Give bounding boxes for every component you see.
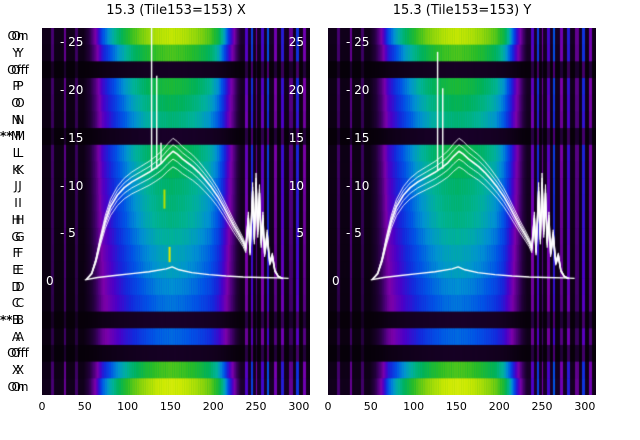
y-tick-label: - 25: [60, 35, 84, 50]
row-labels-right: On Y Off P O N M L K J I H G F E D C B A Off X On: [0, 28, 30, 395]
x-tick-label: 100: [117, 400, 139, 413]
row-label-left: Off: [11, 62, 29, 77]
row-label-right: F: [12, 246, 20, 261]
y-tick-label: 0: [332, 274, 340, 289]
row-label-left: F: [16, 246, 24, 261]
row-label-right: J: [14, 179, 18, 194]
row-label-left: Off: [11, 346, 29, 361]
row-label-left: G: [15, 229, 25, 244]
x-tick-label: 0: [324, 400, 332, 413]
x-tick-label: 250: [245, 400, 267, 413]
x-tick-label: 150: [445, 400, 467, 413]
row-label-right: X: [11, 362, 21, 377]
row-label-left: M: [14, 129, 26, 144]
row-label-right: P: [12, 79, 20, 94]
row-label-right: L: [12, 146, 20, 161]
y-tick-label: - 5: [60, 226, 76, 241]
plot-title-x: 15.3 (Tile153=153) X: [106, 3, 246, 18]
row-labels-left: On Y Off P O N M ** L K J I H G F E D C B ** A Off X On: [0, 28, 36, 395]
plot-y: - 25 - 20 - 15 - 10 - 5 0 0 50 100 150 200 250 300: [325, 28, 596, 413]
row-label-left: P: [16, 79, 24, 94]
y-tick-label: - 10: [346, 178, 370, 193]
y-tick-label: - 15: [346, 130, 370, 145]
y-tick-label-right: 15: [288, 130, 304, 145]
heatmap-canvas-x: [42, 28, 310, 395]
row-label-right: K: [12, 162, 20, 177]
row-label-left: H: [15, 212, 25, 227]
y-tick-label-right: 10: [288, 178, 304, 193]
row-label-left: X: [15, 362, 25, 377]
row-label-left: A: [15, 329, 25, 344]
row-label-left: C: [15, 296, 25, 311]
row-label-right: A: [11, 329, 21, 344]
row-label-left: O: [15, 96, 25, 111]
row-label-right: Y: [12, 46, 20, 61]
plot-title-y: 15.3 (Tile153=153) Y: [392, 3, 532, 18]
y-tick-label: 0: [46, 274, 54, 289]
row-label-right: Off: [7, 62, 25, 77]
row-label-left: E: [16, 262, 24, 277]
x-tick-label: 200: [488, 400, 510, 413]
row-label-left: L: [16, 146, 24, 161]
row-label-right: On: [7, 29, 25, 44]
y-tick-label: - 25: [346, 35, 370, 50]
plot-x: - 25- 20- 15- 10- 5 0 25 20 15 10 5 0 50 100 150 20…: [39, 28, 310, 413]
row-label-right: B: [11, 312, 21, 327]
x-tick-label: 50: [363, 400, 378, 413]
y-tick-label: - 20: [346, 83, 370, 98]
row-label-left: J: [18, 179, 22, 194]
y-tick-label-right: 20: [288, 83, 304, 98]
star-marker: **: [0, 129, 13, 144]
x-tick-label: 300: [574, 400, 596, 413]
x-tick-label: 250: [531, 400, 553, 413]
y-tick-label: - 5: [346, 226, 362, 241]
row-label-left: N: [15, 112, 25, 127]
y-tick-label-right: 5: [296, 226, 304, 241]
y-tick-label: - 10: [60, 178, 84, 193]
row-label-right: H: [11, 212, 21, 227]
row-label-right: On: [7, 379, 25, 394]
x-tick-label: 0: [38, 400, 46, 413]
x-tick-label: 100: [403, 400, 425, 413]
x-tick-label: 150: [159, 400, 181, 413]
row-label-right: O: [11, 96, 21, 111]
row-label-right: E: [12, 262, 20, 277]
y-tick-label: - 20: [60, 83, 84, 98]
x-tick-label: 200: [202, 400, 224, 413]
row-label-right: D: [11, 279, 21, 294]
x-tick-label: 50: [77, 400, 92, 413]
row-label-right: C: [11, 296, 21, 311]
row-label-left: I: [18, 196, 22, 211]
y-tick-label: - 15: [60, 130, 84, 145]
row-label-left: Y: [16, 46, 24, 61]
x-tick-label: 300: [288, 400, 310, 413]
heatmap-canvas-y: [328, 28, 596, 395]
row-label-right: Off: [7, 346, 25, 361]
row-label-left: D: [15, 279, 25, 294]
y-tick-label-right: 25: [288, 35, 304, 50]
row-label-right: N: [11, 112, 21, 127]
row-label-left: On: [11, 29, 29, 44]
star-marker: **: [0, 312, 13, 327]
row-label-left: K: [16, 162, 24, 177]
row-label-right: M: [10, 129, 22, 144]
row-label-right: I: [14, 196, 18, 211]
row-label-left: B: [15, 312, 25, 327]
row-label-left: On: [11, 379, 29, 394]
row-label-right: G: [11, 229, 21, 244]
